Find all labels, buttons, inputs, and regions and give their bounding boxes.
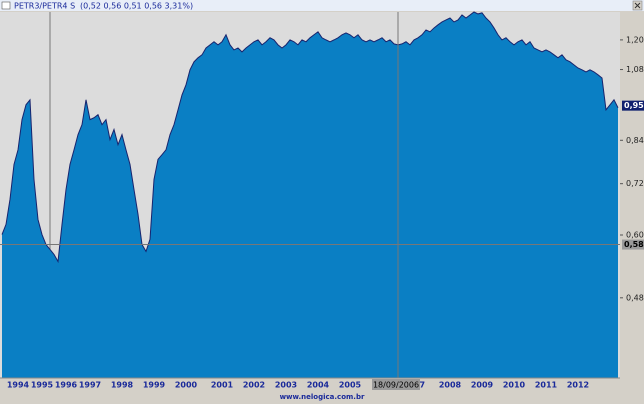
x-tick-label: 2011 (535, 381, 558, 390)
crosshair-value-box (622, 239, 644, 250)
line (1, 11, 619, 264)
x-tick-label: 2000 (175, 381, 198, 390)
crosshair-value-label: 0,58 (624, 240, 644, 249)
title-bar (0, 0, 644, 11)
area (2, 12, 618, 378)
y-tick-label: 0,84 (626, 136, 644, 145)
last-price-box (622, 100, 644, 111)
y-tick-label: 1,08 (626, 65, 644, 74)
x-tick-label: 2009 (471, 381, 494, 390)
x-tick-label: 1996 (55, 381, 78, 390)
x-tick-label: 1998 (111, 381, 134, 390)
x-tick-label: 2010 (503, 381, 526, 390)
x-tick-label: 2003 (275, 381, 297, 390)
x-tick-label: 1994 (7, 381, 30, 390)
chart-title: PETR3/PETR4 S (14, 2, 75, 11)
crosshair-date-label: 18/09/2006 (373, 381, 419, 390)
window-icon (1, 1, 11, 10)
x-tick-label: 2008 (439, 381, 462, 390)
last-price-label: 0,95 (624, 101, 644, 110)
x-tick-label: 2002 (243, 381, 265, 390)
x-tick-label: 2012 (567, 381, 589, 390)
x-tick-label: 2005 (339, 381, 362, 390)
crosshair-date-box (372, 379, 420, 390)
x-tick-label: 1995 (31, 381, 54, 390)
x-tick-label: 1999 (143, 381, 166, 390)
close-icon (634, 2, 641, 9)
y-tick-label: 1,20 (626, 35, 644, 44)
source: www.nelogica.com.br (280, 393, 365, 401)
y-tick-label: 0,60 (626, 230, 644, 239)
x-tick-label: 2004 (307, 381, 330, 390)
y-tick-label: 0,72 (626, 179, 644, 188)
x-tick-label: 2001 (211, 381, 234, 390)
chart-subtitle: (0,52 0,56 0,51 0,56 3,31%) (80, 2, 193, 11)
x-tick-label: 1997 (79, 381, 101, 390)
y-tick-label: 0,48 (626, 293, 644, 302)
